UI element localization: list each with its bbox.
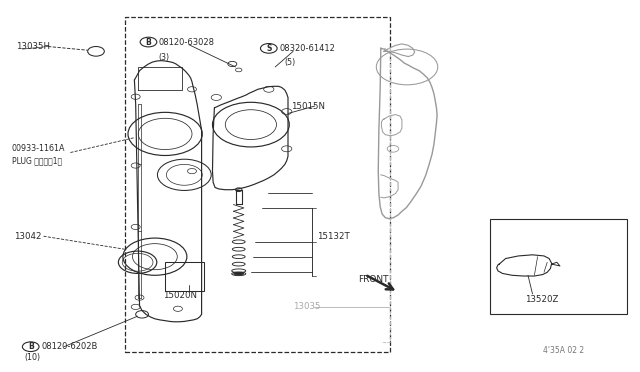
Text: B: B <box>28 342 33 351</box>
Ellipse shape <box>234 272 244 275</box>
Text: 08120-6202B: 08120-6202B <box>42 342 98 351</box>
Text: 4'35A 02 2: 4'35A 02 2 <box>543 346 584 355</box>
Bar <box>165 262 204 291</box>
Text: (5): (5) <box>284 58 296 67</box>
Text: 13520Z: 13520Z <box>525 295 558 304</box>
Text: 13035H: 13035H <box>16 42 50 51</box>
Text: 15132T: 15132T <box>317 232 349 241</box>
Bar <box>125 17 390 352</box>
Text: 08120-63028: 08120-63028 <box>159 38 215 46</box>
Text: PLUG プラグ（1）: PLUG プラグ（1） <box>12 156 61 165</box>
Text: FRONT: FRONT <box>358 275 389 283</box>
Text: S: S <box>266 44 271 53</box>
Text: 15020N: 15020N <box>163 291 197 300</box>
Text: B: B <box>146 38 151 46</box>
Text: 08320-61412: 08320-61412 <box>279 44 335 53</box>
Text: 15015N: 15015N <box>291 102 325 110</box>
Text: (3): (3) <box>159 53 170 62</box>
Text: (10): (10) <box>24 353 40 362</box>
Text: 00933-1161A: 00933-1161A <box>12 144 65 153</box>
Text: 13035: 13035 <box>293 302 321 311</box>
Bar <box>490 219 627 314</box>
Text: 13042: 13042 <box>14 232 42 241</box>
